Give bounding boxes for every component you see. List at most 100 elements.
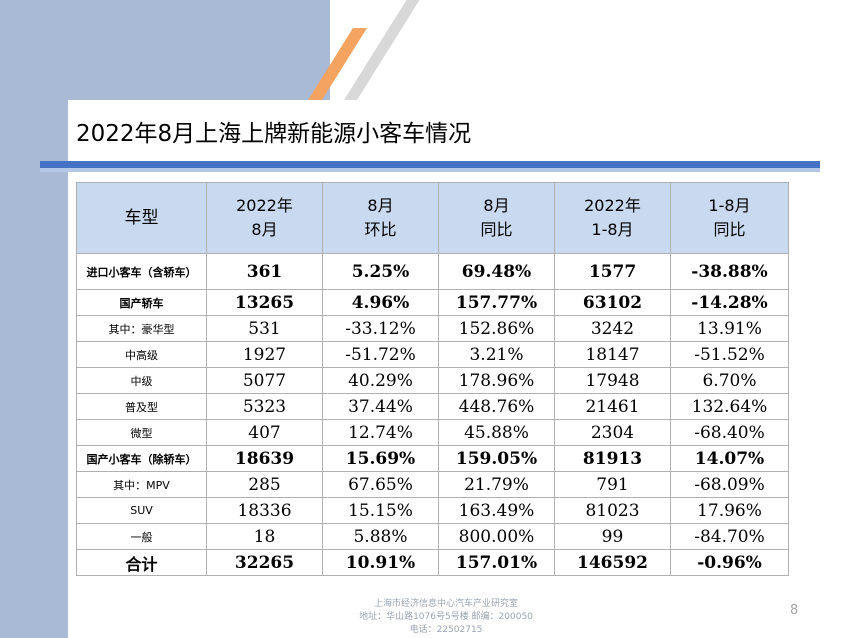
table-cell: 5.25% bbox=[322, 253, 439, 290]
table-cell: 37.44% bbox=[322, 393, 439, 420]
table-cell: -51.72% bbox=[322, 341, 439, 368]
table-cell: 18336 bbox=[206, 497, 323, 524]
table-cell: 285 bbox=[206, 471, 323, 498]
header-cell: 8月同比 bbox=[438, 182, 555, 254]
footer-org: 上海市经济信息中心汽车产业研究室 bbox=[373, 599, 518, 609]
title-underline-light bbox=[40, 168, 820, 172]
table-cell: 13.91% bbox=[670, 315, 789, 342]
table-cell: 12.74% bbox=[322, 419, 439, 446]
page-number: 8 bbox=[790, 603, 799, 618]
header-cell: 2022年 8月 bbox=[206, 182, 323, 254]
row-label: 普及型 bbox=[76, 393, 207, 420]
header-line: 车型 bbox=[124, 208, 159, 228]
table-body: 进口小客车（含轿车） 361 5.25% 69.48% 1577 -38.88% 国产轿车 1… bbox=[76, 253, 789, 576]
table-cell: 2304 bbox=[554, 419, 671, 446]
table-row: 中高级 1927 -51.72% 3.21% 18147 -51.52% bbox=[76, 341, 789, 368]
table-cell: 32265 bbox=[206, 549, 323, 576]
header-line: 8月 bbox=[483, 196, 510, 215]
table-cell: 163.49% bbox=[438, 497, 555, 524]
slide-title: 2022年8月上海上牌新能源小客车情况 bbox=[76, 121, 472, 147]
table-header-row: 车型 2022年 8月 8月 环比 8月 同比 2022年 1-8月 1-8月 同比 bbox=[76, 182, 789, 254]
table-row: 中级 5077 40.29% 178.96% 17948 6.70% bbox=[76, 367, 789, 394]
footer-contact: 上海市经济信息中心汽车产业研究室 地址：华山路1076号5号楼 邮编：20005… bbox=[326, 598, 566, 637]
table-cell: 15.69% bbox=[322, 445, 439, 472]
table-row: SUV 18336 15.15% 163.49% 81023 17.96% bbox=[76, 497, 789, 524]
table-row: 其中：豪华型 531 -33.12% 152.86% 3242 13.91% bbox=[76, 315, 789, 342]
table-row: 一般 18 5.88% 800.00% 99 -84.70% bbox=[76, 523, 789, 550]
table-cell: 17.96% bbox=[670, 497, 789, 524]
table-cell: 10.91% bbox=[322, 549, 439, 576]
table-cell: 81023 bbox=[554, 497, 671, 524]
table-cell: 69.48% bbox=[438, 253, 555, 290]
table-cell: -84.70% bbox=[670, 523, 789, 550]
table-cell: 157.77% bbox=[438, 289, 555, 316]
data-table: 车型 2022年 8月 8月 环比 8月 同比 2022年 1-8月 1-8月 同比 进口小客车（含… bbox=[76, 182, 789, 576]
header-cell: 2022年 1-8月 bbox=[554, 182, 671, 254]
header-line: 同比 bbox=[480, 220, 513, 239]
footer-address: 地址：华山路1076号5号楼 邮编：200050 bbox=[359, 612, 533, 622]
table-cell: 21.79% bbox=[438, 471, 555, 498]
table-cell: 21461 bbox=[554, 393, 671, 420]
table-cell: -33.12% bbox=[322, 315, 439, 342]
table-row: 合计 32265 10.91% 157.01% 146592 -0.96% bbox=[76, 549, 789, 576]
table-cell: 800.00% bbox=[438, 523, 555, 550]
table-cell: -68.09% bbox=[670, 471, 789, 498]
table-cell: 1927 bbox=[206, 341, 323, 368]
table-cell: 152.86% bbox=[438, 315, 555, 342]
table-row: 国产小客车（除轿车） 18639 15.69% 159.05% 81913 14.07% bbox=[76, 445, 789, 472]
table-cell: -14.28% bbox=[670, 289, 789, 316]
table-cell: 3.21% bbox=[438, 341, 555, 368]
table-row: 进口小客车（含轿车） 361 5.25% 69.48% 1577 -38.88% bbox=[76, 253, 789, 290]
top-decor-band bbox=[0, 0, 330, 100]
table-cell: 63102 bbox=[554, 289, 671, 316]
table-cell: -68.40% bbox=[670, 419, 789, 446]
row-label: 其中：豪华型 bbox=[76, 315, 207, 342]
left-decor-band bbox=[0, 0, 68, 638]
table-row: 普及型 5323 37.44% 448.76% 21461 132.64% bbox=[76, 393, 789, 420]
table-cell: 99 bbox=[554, 523, 671, 550]
table-cell: -51.52% bbox=[670, 341, 789, 368]
header-line: 8月 bbox=[251, 220, 278, 239]
table-cell: 132.64% bbox=[670, 393, 789, 420]
header-line: 2022年 bbox=[236, 196, 293, 215]
row-label: 国产轿车 bbox=[76, 289, 207, 316]
table-row: 其中：MPV 285 67.65% 21.79% 791 -68.09% bbox=[76, 471, 789, 498]
table-cell: 159.05% bbox=[438, 445, 555, 472]
table-cell: 448.76% bbox=[438, 393, 555, 420]
table-cell: 5323 bbox=[206, 393, 323, 420]
table-cell: 18 bbox=[206, 523, 323, 550]
table-cell: 81913 bbox=[554, 445, 671, 472]
header-line: 1-8月 bbox=[591, 220, 634, 239]
table-cell: 40.29% bbox=[322, 367, 439, 394]
decor-stripe-gray bbox=[344, 0, 420, 100]
row-label: 进口小客车（含轿车） bbox=[76, 253, 207, 290]
row-label: 国产小客车（除轿车） bbox=[76, 445, 207, 472]
table-cell: 531 bbox=[206, 315, 323, 342]
table-cell: 45.88% bbox=[438, 419, 555, 446]
header-line: 同比 bbox=[713, 220, 746, 239]
header-line: 8月 bbox=[367, 196, 394, 215]
row-label: 其中：MPV bbox=[76, 471, 207, 498]
header-cell: 8月环比 bbox=[322, 182, 439, 254]
header-line: 环比 bbox=[364, 220, 397, 239]
header-cell: 1-8月同比 bbox=[670, 182, 789, 254]
table-cell: 4.96% bbox=[322, 289, 439, 316]
table-cell: 361 bbox=[206, 253, 323, 290]
header-line: 1-8月 bbox=[708, 196, 751, 215]
table-cell: 14.07% bbox=[670, 445, 789, 472]
table-cell: 157.01% bbox=[438, 549, 555, 576]
row-label: 微型 bbox=[76, 419, 207, 446]
table-cell: -0.96% bbox=[670, 549, 789, 576]
row-label: 一般 bbox=[76, 523, 207, 550]
table-cell: 3242 bbox=[554, 315, 671, 342]
header-cell: 车型 bbox=[76, 182, 207, 254]
table-cell: 407 bbox=[206, 419, 323, 446]
table-cell: 1577 bbox=[554, 253, 671, 290]
table-cell: 18147 bbox=[554, 341, 671, 368]
row-label: SUV bbox=[76, 497, 207, 524]
table-cell: 13265 bbox=[206, 289, 323, 316]
footer-phone: 电话：22502715 bbox=[409, 625, 483, 635]
table-cell: 791 bbox=[554, 471, 671, 498]
table-row: 国产轿车 13265 4.96% 157.77% 63102 -14.28% bbox=[76, 289, 789, 316]
title-underline bbox=[40, 161, 820, 172]
